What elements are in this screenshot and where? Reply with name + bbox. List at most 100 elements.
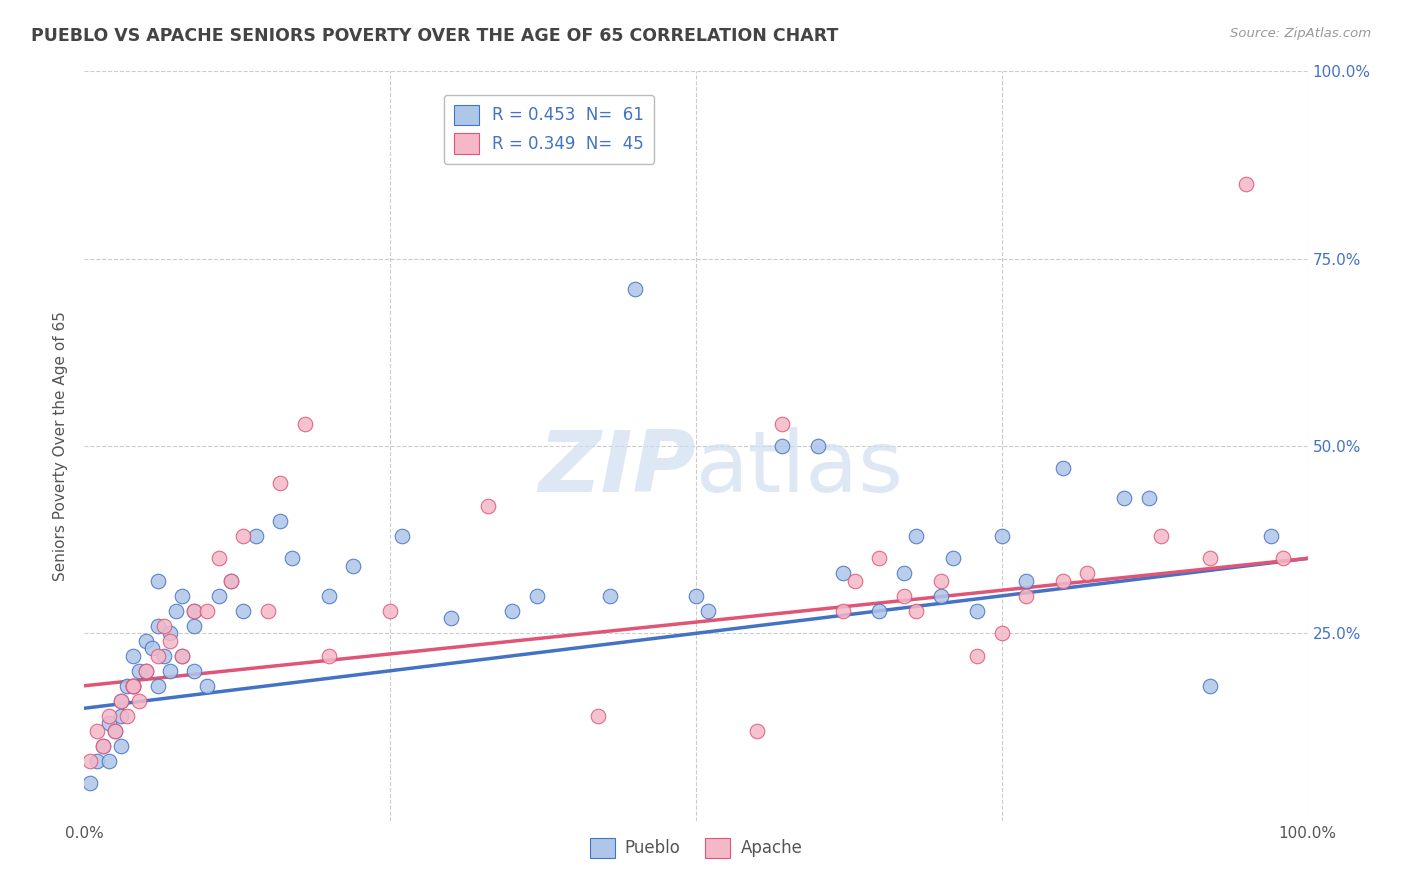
Point <box>128 664 150 678</box>
Point <box>86 754 108 768</box>
Point <box>966 604 988 618</box>
Point <box>697 604 720 618</box>
Point <box>153 619 176 633</box>
Text: PUEBLO VS APACHE SENIORS POVERTY OVER THE AGE OF 65 CORRELATION CHART: PUEBLO VS APACHE SENIORS POVERTY OVER TH… <box>31 27 838 45</box>
Point <box>747 723 769 738</box>
Point <box>831 566 853 581</box>
Point <box>770 439 793 453</box>
Point <box>1015 574 1038 588</box>
Point <box>1015 589 1038 603</box>
Point <box>1236 177 1258 191</box>
Point <box>97 708 120 723</box>
Point <box>79 776 101 790</box>
Point <box>991 626 1014 640</box>
Point <box>599 589 621 603</box>
Point <box>1198 679 1220 693</box>
Point <box>122 679 145 693</box>
Point <box>391 529 413 543</box>
Point <box>219 574 242 588</box>
Point <box>122 679 145 693</box>
Point <box>208 551 231 566</box>
Point <box>526 589 548 603</box>
Point <box>1052 574 1074 588</box>
Point <box>135 664 157 678</box>
Point <box>245 529 267 543</box>
Point <box>966 648 988 663</box>
Point <box>104 723 127 738</box>
Point <box>91 739 114 753</box>
Point <box>1076 566 1098 581</box>
Point <box>770 417 793 431</box>
Point <box>232 604 254 618</box>
Point <box>135 633 157 648</box>
Point <box>110 739 132 753</box>
Point <box>208 589 231 603</box>
Point <box>929 574 952 588</box>
Point <box>1052 461 1074 475</box>
Point <box>1150 529 1173 543</box>
Point <box>1272 551 1295 566</box>
Point <box>586 708 609 723</box>
Point <box>115 679 138 693</box>
Point <box>104 723 127 738</box>
Point <box>122 648 145 663</box>
Point <box>159 626 181 640</box>
Point <box>115 708 138 723</box>
Point <box>869 551 891 566</box>
Point <box>342 558 364 573</box>
Point <box>146 679 169 693</box>
Point <box>79 754 101 768</box>
Text: ZIP: ZIP <box>538 427 696 510</box>
Point <box>294 417 316 431</box>
Point <box>183 664 205 678</box>
Point <box>942 551 965 566</box>
Point <box>807 439 830 453</box>
Text: atlas: atlas <box>696 427 904 510</box>
Point <box>893 566 915 581</box>
Point <box>128 694 150 708</box>
Point <box>869 604 891 618</box>
Point <box>991 529 1014 543</box>
Point <box>905 529 928 543</box>
Point <box>893 589 915 603</box>
Point <box>135 664 157 678</box>
Point <box>195 679 218 693</box>
Point <box>281 551 304 566</box>
Point <box>172 648 194 663</box>
Point <box>232 529 254 543</box>
Point <box>502 604 524 618</box>
Point <box>440 611 463 625</box>
Point <box>159 664 181 678</box>
Point <box>183 604 205 618</box>
Point <box>110 708 132 723</box>
Point <box>1260 529 1282 543</box>
Point <box>165 604 187 618</box>
Point <box>153 648 176 663</box>
Point <box>146 574 169 588</box>
Point <box>183 604 205 618</box>
Point <box>86 723 108 738</box>
Point <box>172 589 194 603</box>
Point <box>159 633 181 648</box>
Point <box>97 754 120 768</box>
Legend: Pueblo, Apache: Pueblo, Apache <box>583 831 808 864</box>
Point <box>269 514 291 528</box>
Point <box>110 694 132 708</box>
Point <box>844 574 866 588</box>
Point <box>257 604 280 618</box>
Y-axis label: Seniors Poverty Over the Age of 65: Seniors Poverty Over the Age of 65 <box>53 311 69 581</box>
Point <box>1198 551 1220 566</box>
Point <box>97 716 120 731</box>
Point <box>141 641 163 656</box>
Point <box>929 589 952 603</box>
Point <box>1137 491 1160 506</box>
Point <box>318 648 340 663</box>
Point <box>1114 491 1136 506</box>
Point <box>91 739 114 753</box>
Point <box>122 679 145 693</box>
Point <box>110 694 132 708</box>
Point <box>195 604 218 618</box>
Point <box>831 604 853 618</box>
Text: Source: ZipAtlas.com: Source: ZipAtlas.com <box>1230 27 1371 40</box>
Point <box>477 499 499 513</box>
